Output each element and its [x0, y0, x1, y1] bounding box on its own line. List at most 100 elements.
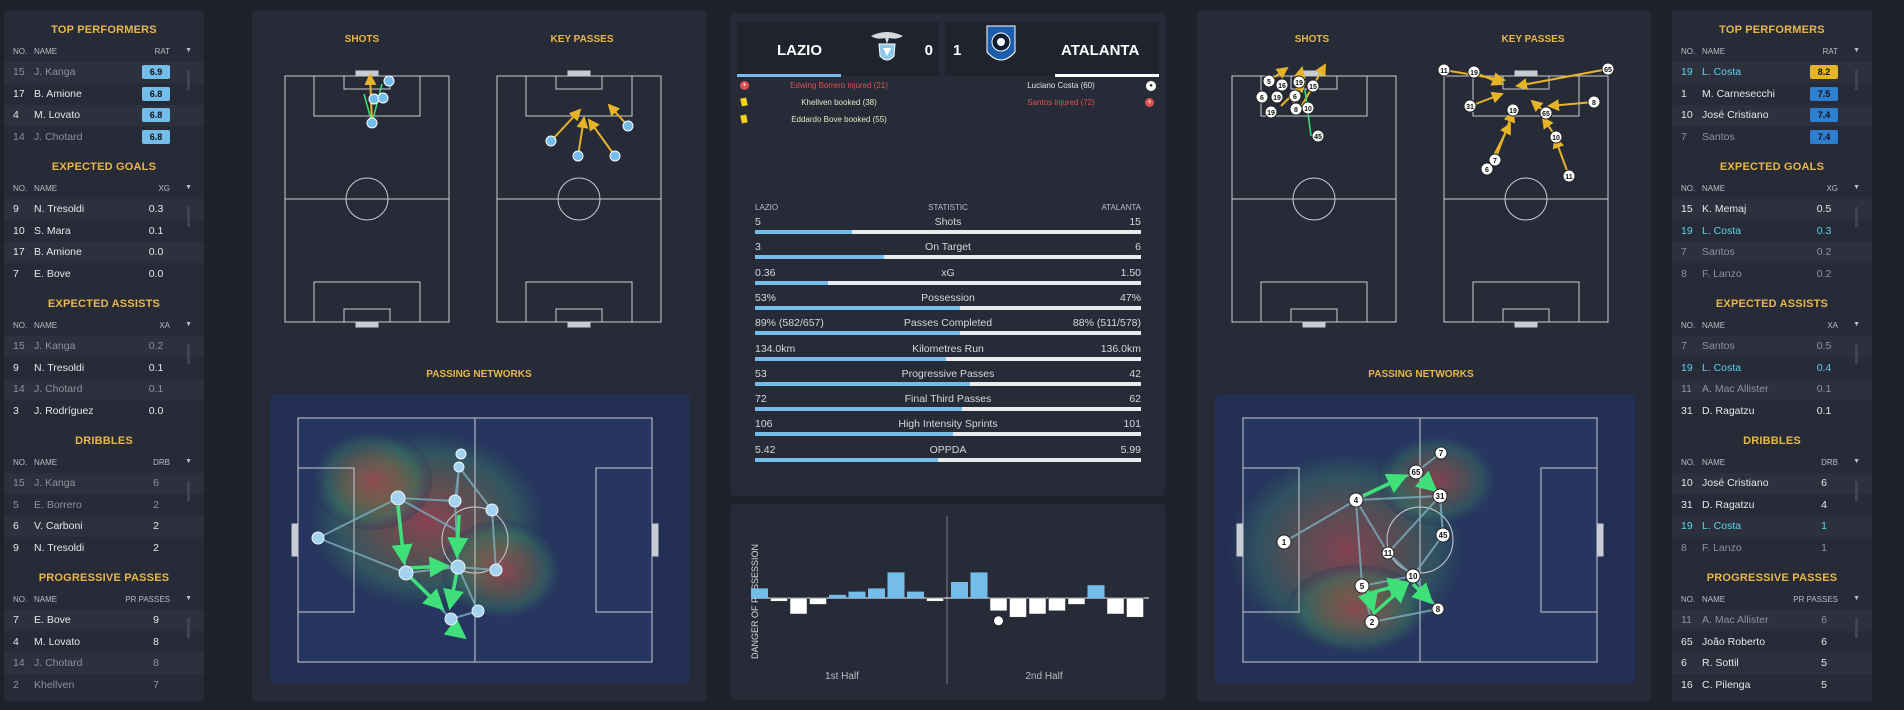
player-row[interactable]: 15 J. Kanga 6 — [4, 473, 204, 494]
player-name[interactable]: B. Amione — [34, 87, 82, 100]
player-row[interactable]: 19 L. Costa 1 — [1672, 516, 1872, 537]
player-name[interactable]: V. Carboni — [34, 520, 83, 532]
player-name[interactable]: E. Bove — [34, 614, 71, 626]
section-scrollbar[interactable] — [187, 207, 190, 227]
player-name[interactable]: José Cristiano — [1702, 109, 1769, 121]
player-row[interactable]: 15 J. Kanga 0.2 — [4, 336, 204, 357]
player-name[interactable]: L. Costa — [1702, 224, 1742, 237]
section-header[interactable]: NO. NAME XA ▼ — [4, 321, 204, 333]
sort-caret-icon[interactable]: ▼ — [1853, 458, 1860, 465]
player-name[interactable]: E. Borrero — [34, 498, 82, 511]
section-scrollbar[interactable] — [1855, 344, 1858, 364]
player-row[interactable]: 4 M. Lovato 8 — [4, 632, 204, 653]
player-name[interactable]: N. Tresoldi — [34, 203, 85, 215]
section-scrollbar[interactable] — [1855, 207, 1858, 227]
section-header[interactable]: NO. NAME XA ▼ — [1672, 321, 1872, 333]
player-name[interactable]: D. Ragatzu — [1702, 498, 1755, 511]
player-row[interactable]: 3 J. Rodríguez 0.0 — [4, 401, 204, 422]
player-row[interactable]: 19 L. Costa 0.3 — [1672, 221, 1872, 242]
player-row[interactable]: 19 L. Costa 0.4 — [1672, 358, 1872, 379]
player-name[interactable]: N. Tresoldi — [34, 361, 85, 374]
player-name[interactable]: B. Amione — [34, 246, 82, 258]
player-row[interactable]: 8 F. Lanzo 0.2 — [1672, 264, 1872, 285]
player-row[interactable]: 1 M. Carnesecchi 7.5 — [1672, 84, 1872, 105]
sort-caret-icon[interactable]: ▼ — [1853, 321, 1860, 328]
player-row[interactable]: 9 N. Tresoldi 0.3 — [4, 199, 204, 220]
player-name[interactable]: L. Costa — [1702, 520, 1742, 532]
player-row[interactable]: 15 K. Memaj 0.5 — [1672, 199, 1872, 220]
player-row[interactable]: 7 Santos 0.5 — [1672, 336, 1872, 357]
player-row[interactable]: 8 F. Lanzo 1 — [1672, 538, 1872, 559]
player-name[interactable]: M. Carnesecchi — [1702, 87, 1775, 100]
section-scrollbar[interactable] — [187, 70, 190, 90]
player-row[interactable]: 4 M. Lovato 6.8 — [4, 105, 204, 126]
player-row[interactable]: 6 V. Carboni 2 — [4, 516, 204, 537]
player-name[interactable]: Khellven — [34, 678, 75, 691]
player-name[interactable]: J. Chotard — [34, 130, 83, 143]
player-row[interactable]: 7 E. Bove 0.0 — [4, 264, 204, 285]
player-name[interactable]: D. Ragatzu — [1702, 404, 1755, 417]
sort-caret-icon[interactable]: ▼ — [185, 458, 192, 465]
player-row[interactable]: 10 José Cristiano 6 — [1672, 473, 1872, 494]
player-row[interactable]: 7 Santos 0.2 — [1672, 242, 1872, 263]
player-row[interactable]: 14 J. Chotard 8 — [4, 653, 204, 674]
player-row[interactable]: 17 B. Amione 0.0 — [4, 242, 204, 263]
section-header[interactable]: NO. NAME XG ▼ — [4, 184, 204, 196]
sort-caret-icon[interactable]: ▼ — [1853, 184, 1860, 191]
section-scrollbar[interactable] — [187, 344, 190, 364]
section-scrollbar[interactable] — [187, 481, 190, 501]
player-name[interactable]: C. Pilenga — [1702, 678, 1751, 691]
player-row[interactable]: 31 D. Ragatzu 0.1 — [1672, 401, 1872, 422]
player-row[interactable]: 14 J. Chotard 6.8 — [4, 127, 204, 148]
player-row[interactable]: 65 João Roberto 6 — [1672, 632, 1872, 653]
section-header[interactable]: NO. NAME RAT ▼ — [1672, 47, 1872, 59]
player-name[interactable]: Santos — [1702, 130, 1735, 143]
player-name[interactable]: M. Lovato — [34, 635, 81, 648]
sort-caret-icon[interactable]: ▼ — [1853, 47, 1860, 54]
player-row[interactable]: 19 L. Costa 8.2 — [1672, 62, 1872, 83]
player-name[interactable]: E. Bove — [34, 267, 71, 280]
player-row[interactable]: 7 E. Bove 9 — [4, 610, 204, 631]
player-row[interactable]: 11 A. Mac Allister 0.1 — [1672, 379, 1872, 400]
player-name[interactable]: S. Mara — [34, 224, 71, 237]
player-name[interactable]: J. Rodríguez — [34, 404, 94, 417]
player-name[interactable]: F. Lanzo — [1702, 541, 1742, 554]
player-row[interactable]: 10 S. Mara 0.1 — [4, 221, 204, 242]
section-header[interactable]: NO. NAME PR PASSES ▼ — [1672, 595, 1872, 607]
sort-caret-icon[interactable]: ▼ — [185, 595, 192, 602]
player-name[interactable]: L. Costa — [1702, 66, 1742, 78]
player-name[interactable]: João Roberto — [1702, 635, 1766, 648]
player-row[interactable]: 14 J. Chotard 0.1 — [4, 379, 204, 400]
player-name[interactable]: F. Lanzo — [1702, 267, 1742, 280]
section-header[interactable]: NO. NAME XG ▼ — [1672, 184, 1872, 196]
player-row[interactable]: 9 N. Tresoldi 2 — [4, 538, 204, 559]
section-header[interactable]: NO. NAME PR PASSES ▼ — [4, 595, 204, 607]
section-scrollbar[interactable] — [1855, 618, 1858, 638]
section-scrollbar[interactable] — [187, 618, 190, 638]
player-row[interactable]: 15 J. Kanga 6.9 — [4, 62, 204, 83]
player-row[interactable]: 5 E. Borrero 2 — [4, 495, 204, 516]
sort-caret-icon[interactable]: ▼ — [185, 47, 192, 54]
player-row[interactable]: 7 Santos 7.4 — [1672, 127, 1872, 148]
player-name[interactable]: J. Kanga — [34, 477, 76, 489]
sort-caret-icon[interactable]: ▼ — [185, 321, 192, 328]
player-name[interactable]: Santos — [1702, 340, 1735, 352]
player-name[interactable]: J. Chotard — [34, 657, 83, 669]
player-row[interactable]: 6 R. Sottil 5 — [1672, 653, 1872, 674]
player-name[interactable]: A. Mac Allister — [1702, 383, 1769, 395]
player-row[interactable]: 31 D. Ragatzu 4 — [1672, 495, 1872, 516]
player-row[interactable]: 17 B. Amione 6.8 — [4, 84, 204, 105]
player-row[interactable]: 2 Khellven 7 — [4, 675, 204, 696]
player-name[interactable]: K. Memaj — [1702, 203, 1747, 215]
player-row[interactable]: 9 N. Tresoldi 0.1 — [4, 358, 204, 379]
player-name[interactable]: M. Lovato — [34, 109, 81, 121]
section-header[interactable]: NO. NAME DRB ▼ — [4, 458, 204, 470]
player-name[interactable]: J. Chotard — [34, 383, 83, 395]
section-header[interactable]: NO. NAME DRB ▼ — [1672, 458, 1872, 470]
player-name[interactable]: J. Kanga — [34, 340, 76, 352]
player-row[interactable]: 10 José Cristiano 7.4 — [1672, 105, 1872, 126]
player-row[interactable]: 11 A. Mac Allister 6 — [1672, 610, 1872, 631]
player-name[interactable]: A. Mac Allister — [1702, 614, 1769, 626]
section-scrollbar[interactable] — [1855, 481, 1858, 501]
player-name[interactable]: R. Sottil — [1702, 657, 1739, 669]
